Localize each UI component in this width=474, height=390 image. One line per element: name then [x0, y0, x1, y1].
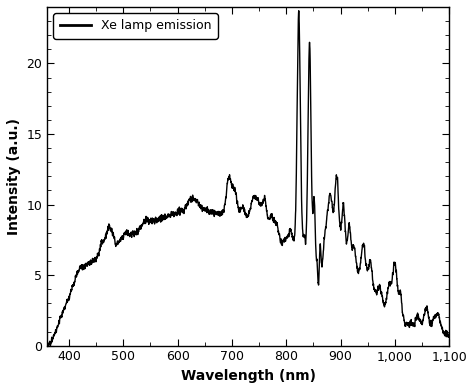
Legend: Xe lamp emission: Xe lamp emission [54, 13, 218, 39]
Y-axis label: Intensity (a.u.): Intensity (a.u.) [7, 118, 21, 235]
X-axis label: Wavelength (nm): Wavelength (nm) [181, 369, 316, 383]
